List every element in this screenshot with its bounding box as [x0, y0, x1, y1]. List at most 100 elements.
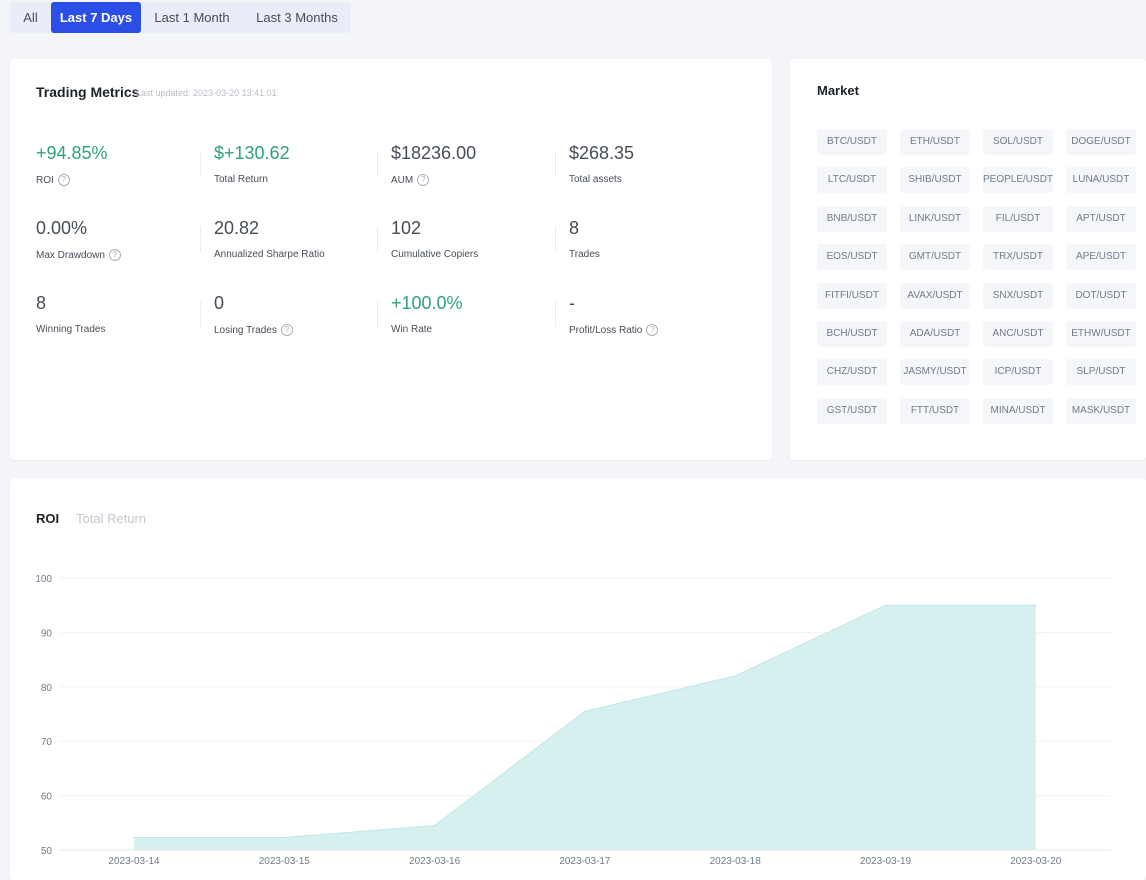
metric-divider — [555, 226, 556, 252]
x-tick-label: 2023-03-18 — [710, 856, 762, 867]
metric-divider — [555, 301, 556, 327]
market-pair-luna-usdt[interactable]: LUNA/USDT — [1066, 167, 1136, 194]
metric-win-rate: +100.0% Win Rate — [391, 291, 561, 335]
market-pair-slp-usdt[interactable]: SLP/USDT — [1066, 359, 1136, 386]
metric-winning-trades: 8 Winning Trades — [36, 291, 206, 335]
metric-label-row: Annualized Sharpe Ratio — [214, 249, 384, 260]
market-pair-people-usdt[interactable]: PEOPLE/USDT — [983, 167, 1053, 194]
market-pair-gmt-usdt[interactable]: GMT/USDT — [900, 244, 970, 271]
metric-label-row: Max Drawdown? — [36, 249, 206, 261]
metric-label: Cumulative Copiers — [391, 249, 479, 260]
market-pair-trx-usdt[interactable]: TRX/USDT — [983, 244, 1053, 271]
market-title: Market — [817, 83, 859, 98]
help-icon[interactable]: ? — [57, 174, 70, 186]
tab-last-3-months[interactable]: Last 3 Months — [256, 10, 338, 25]
roi-data-point — [434, 825, 436, 827]
help-icon[interactable]: ? — [108, 249, 121, 261]
market-pair-avax-usdt[interactable]: AVAX/USDT — [900, 282, 970, 309]
market-pair-btc-usdt[interactable]: BTC/USDT — [817, 129, 887, 155]
market-pair-ape-usdt[interactable]: APE/USDT — [1066, 244, 1136, 271]
market-pair-fil-usdt[interactable]: FIL/USDT — [983, 205, 1053, 232]
x-tick-label: 2023-03-15 — [259, 856, 311, 867]
roi-data-point — [734, 675, 736, 677]
metric-value: - — [569, 293, 575, 313]
chart-card: ROI Total Return 50 60 70 80 90 100 2023-03-14… — [10, 478, 1146, 880]
market-pair-apt-usdt[interactable]: APT/USDT — [1066, 205, 1136, 232]
metric-total-assets: $268.35 Total assets — [569, 141, 739, 185]
help-icon[interactable]: ? — [417, 174, 430, 186]
market-pair-ltc-usdt[interactable]: LTC/USDT — [817, 167, 887, 194]
metric-max-drawdown: 0.00% Max Drawdown? — [36, 216, 206, 261]
metric-profit-loss-ratio: - Profit/Loss Ratio? — [569, 291, 739, 336]
roi-area — [134, 605, 1036, 850]
market-pair-doge-usdt[interactable]: DOGE/USDT — [1066, 129, 1136, 155]
market-pair-jasmy-usdt[interactable]: JASMY/USDT — [900, 359, 970, 386]
market-pair-ethw-usdt[interactable]: ETHW/USDT — [1066, 321, 1136, 347]
x-tick-label: 2023-03-14 — [108, 856, 160, 867]
metric-label-row: Trades — [569, 249, 739, 260]
market-pair-eos-usdt[interactable]: EOS/USDT — [817, 244, 887, 271]
metric-label-row: AUM? — [391, 174, 561, 186]
metric-value: 0 — [214, 293, 225, 313]
roi-area-chart: 50 60 70 80 90 100 2023-03-14 2023-03-15 2023-03… — [35, 574, 1111, 867]
metric-value: 0.00% — [36, 218, 88, 238]
roi-data-point — [885, 604, 886, 606]
metric-value: 20.82 — [214, 218, 260, 238]
market-pair-bch-usdt[interactable]: BCH/USDT — [817, 321, 887, 347]
metric-label-row: ROI? — [36, 174, 206, 186]
market-pair-shib-usdt[interactable]: SHIB/USDT — [900, 167, 970, 194]
metric-aum: $18236.00 AUM? — [391, 141, 561, 186]
tab-all[interactable]: All — [23, 10, 38, 25]
market-pair-dot-usdt[interactable]: DOT/USDT — [1066, 282, 1136, 309]
period-tabs: All Last 7 Days Last 1 Month Last 3 Mont… — [10, 2, 351, 33]
market-pair-mask-usdt[interactable]: MASK/USDT — [1066, 397, 1136, 424]
chart-tab-roi[interactable]: ROI — [36, 511, 60, 526]
metric-divider — [555, 151, 556, 177]
metric-label: Max Drawdown — [36, 249, 105, 261]
metric-value: 8 — [569, 218, 580, 238]
metric-total-return: $+130.62 Total Return — [214, 141, 384, 185]
metric-divider — [377, 226, 378, 252]
metric-value: $+130.62 — [214, 143, 290, 163]
market-pair-anc-usdt[interactable]: ANC/USDT — [983, 321, 1053, 347]
roi-data-point — [584, 710, 586, 712]
y-tick-label: 100 — [35, 574, 52, 585]
market-pair-chz-usdt[interactable]: CHZ/USDT — [817, 359, 887, 386]
roi-data-point — [283, 836, 285, 838]
metric-label: Winning Trades — [36, 324, 106, 335]
metric-label-row: Cumulative Copiers — [391, 249, 561, 260]
metric-label-row: Profit/Loss Ratio? — [569, 324, 739, 336]
metric-divider — [377, 151, 378, 177]
metric-label: Total Return — [214, 174, 268, 185]
market-pair-ftt-usdt[interactable]: FTT/USDT — [900, 397, 970, 424]
market-pair-bnb-usdt[interactable]: BNB/USDT — [817, 205, 887, 232]
market-pair-mina-usdt[interactable]: MINA/USDT — [983, 397, 1053, 424]
metric-label: ROI — [36, 174, 54, 186]
x-tick-label: 2023-03-19 — [860, 856, 912, 867]
market-pair-icp-usdt[interactable]: ICP/USDT — [983, 359, 1053, 386]
metric-label: AUM — [391, 174, 414, 186]
tab-last-7-days[interactable]: Last 7 Days — [51, 2, 141, 33]
market-pair-eth-usdt[interactable]: ETH/USDT — [900, 129, 970, 155]
metric-divider — [377, 301, 378, 327]
help-icon[interactable]: ? — [646, 324, 659, 336]
market-card: Market BTC/USDT ETH/USDT SOL/USDT DOGE/USDT… — [790, 59, 1146, 460]
metric-value: $18236.00 — [391, 143, 477, 163]
help-icon[interactable]: ? — [280, 324, 293, 336]
market-pair-ada-usdt[interactable]: ADA/USDT — [900, 321, 970, 347]
metric-label: Annualized Sharpe Ratio — [214, 249, 325, 260]
y-tick-label: 90 — [41, 628, 53, 639]
market-pair-link-usdt[interactable]: LINK/USDT — [900, 205, 970, 232]
market-pair-gst-usdt[interactable]: GST/USDT — [817, 397, 887, 424]
tab-last-1-month[interactable]: Last 1 Month — [154, 10, 230, 25]
market-pair-fitfi-usdt[interactable]: FITFI/USDT — [817, 282, 887, 309]
y-tick-label: 60 — [41, 792, 53, 803]
metric-label: Win Rate — [391, 324, 433, 335]
market-pair-sol-usdt[interactable]: SOL/USDT — [983, 129, 1053, 155]
chart-tab-total-return[interactable]: Total Return — [76, 511, 147, 526]
market-pair-snx-usdt[interactable]: SNX/USDT — [983, 282, 1053, 309]
y-tick-label: 70 — [41, 737, 53, 748]
x-tick-label: 2023-03-20 — [1010, 856, 1062, 867]
metric-label: Profit/Loss Ratio — [569, 324, 643, 336]
metric-losing-trades: 0 Losing Trades? — [214, 291, 384, 336]
